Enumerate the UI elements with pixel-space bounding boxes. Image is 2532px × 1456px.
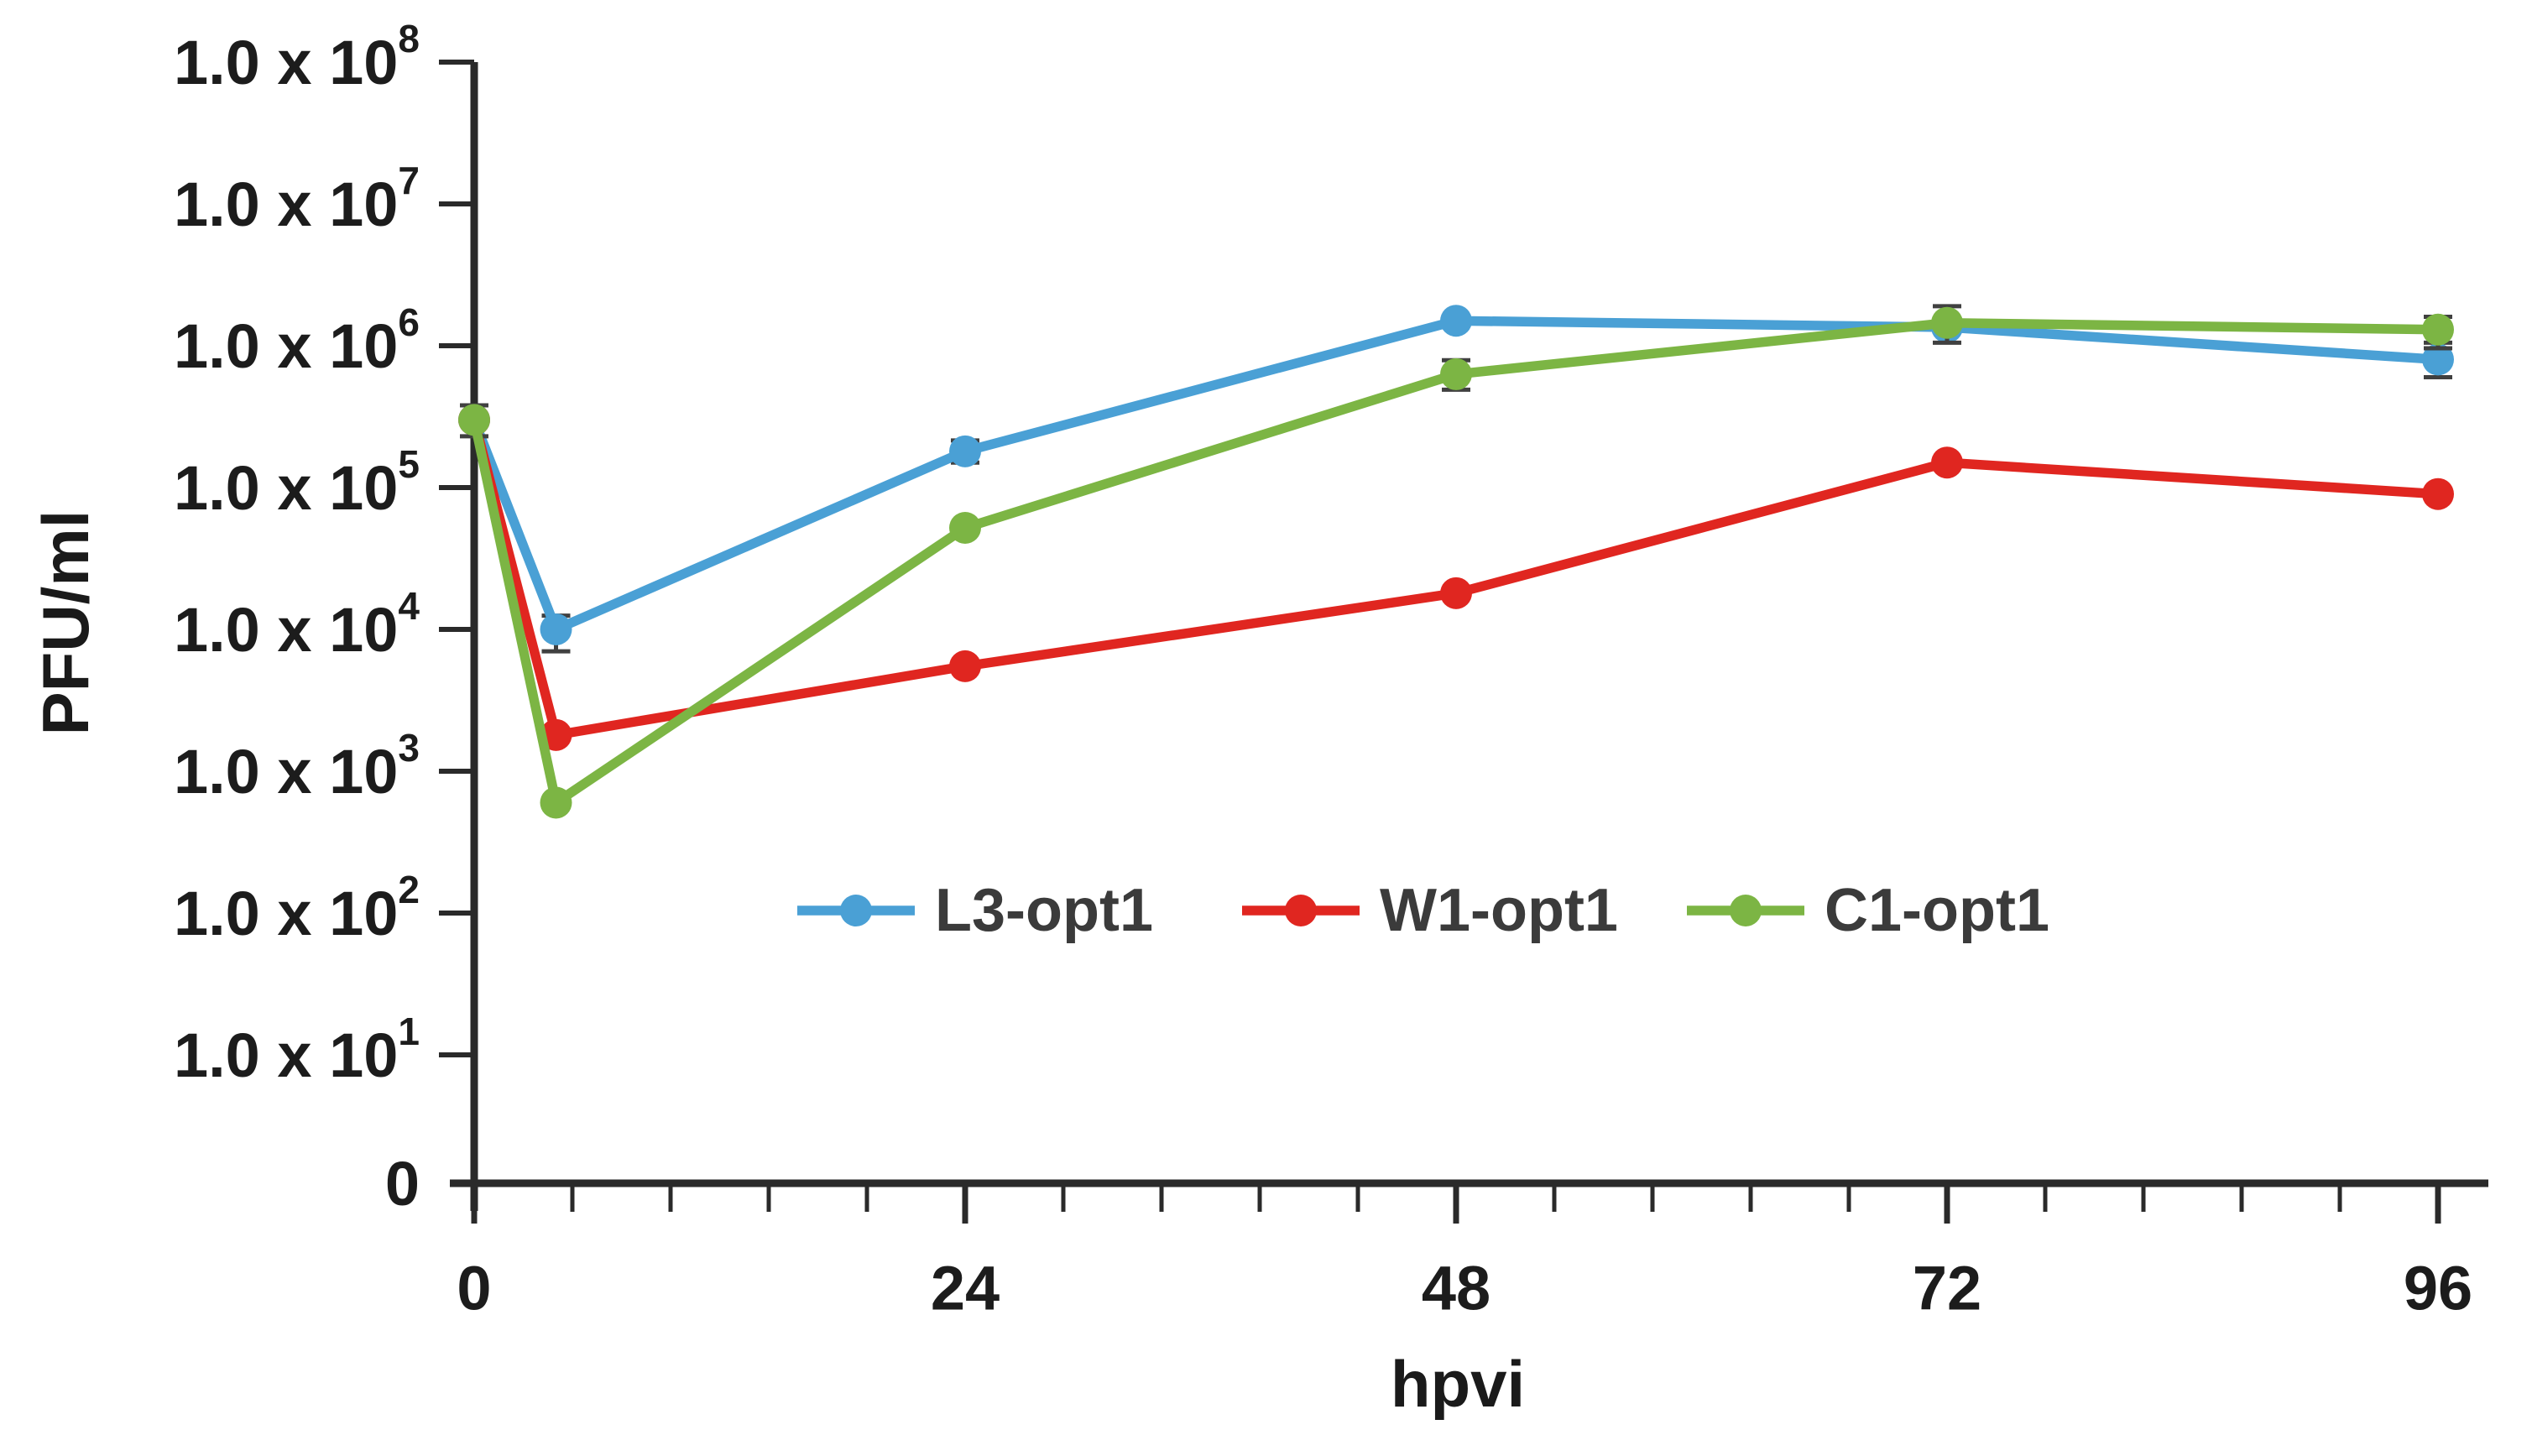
data-point-marker-W1-opt1 [949,650,981,682]
data-point-marker-L3-opt1 [2422,343,2454,376]
data-point-marker-C1-opt1 [2422,313,2454,346]
legend-label: W1-opt1 [1380,877,1618,944]
data-point-marker-W1-opt1 [1440,577,1472,609]
x-axis-title: hpvi [1391,1347,1525,1421]
y-axis-tick-labels: 1.0 x 108 1.0 x 107 1.0 x 106 1.0 x 105 1.0 … [174,17,420,1219]
legend-swatch-marker [1730,895,1762,926]
data-point-marker-C1-opt1 [1440,357,1472,390]
data-point-marker-C1-opt1 [540,786,572,819]
y-tick-label: 0 [385,1149,420,1219]
series-line-L3-opt1 [469,316,2443,634]
series-line-C1-opt1 [469,317,2443,808]
x-tick-label: 96 [2404,1254,2472,1323]
legend-swatch-marker [840,895,872,926]
data-point-marker-C1-opt1 [949,511,981,544]
y-tick-label: 1.0 x 106 [174,300,420,381]
x-tick-label: 0 [457,1254,491,1323]
data-point-marker-L3-opt1 [540,613,572,645]
y-tick-label: 1.0 x 108 [174,17,420,97]
legend-item-W1-opt1: W1-opt1 [1242,877,1618,944]
data-point-marker-L3-opt1 [949,435,981,467]
data-point-marker-C1-opt1 [1931,306,1963,339]
legend-item-C1-opt1: C1-opt1 [1687,877,2049,944]
x-tick-label: 72 [1913,1254,1981,1323]
y-tick-label: 1.0 x 105 [174,442,420,523]
y-tick-label: 1.0 x 101 [174,1010,420,1090]
y-tick-label: 1.0 x 104 [174,584,420,665]
series-line-W1-opt1 [469,415,2443,740]
legend: L3-opt1 W1-opt1 C1-opt1 [797,877,2049,944]
x-tick-label: 24 [931,1254,1000,1323]
legend-label: C1-opt1 [1825,877,2049,944]
data-point-marker-W1-opt1 [2422,478,2454,510]
data-point-marker-C1-opt1 [458,404,490,436]
y-tick-label: 1.0 x 103 [174,726,420,806]
y-axis-title: PFU/ml [29,510,102,736]
data-point-marker-W1-opt1 [1931,446,1963,479]
legend-swatch-marker [1285,895,1317,926]
y-tick-label: 1.0 x 107 [174,159,420,239]
legend-label: L3-opt1 [935,877,1153,944]
plot-area [458,304,2454,819]
x-axis-tick-labels: 0 24 48 72 96 [457,1254,2472,1323]
series-W1-opt1 [458,404,2454,751]
x-tick-label: 48 [1422,1254,1490,1323]
y-tick-label: 1.0 x 102 [174,868,420,948]
axes [439,60,2488,1224]
legend-item-L3-opt1: L3-opt1 [797,877,1153,944]
data-point-marker-L3-opt1 [1440,305,1472,337]
series-C1-opt1 [458,304,2454,819]
